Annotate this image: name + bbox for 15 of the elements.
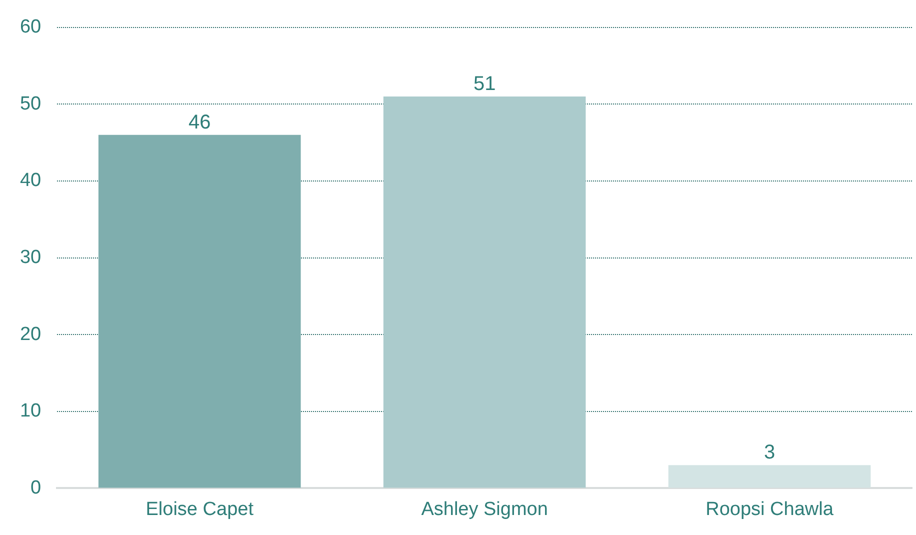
x-tick-label: Roopsi Chawla: [706, 498, 834, 520]
data-label: 51: [473, 73, 496, 96]
x-tick-label: Ashley Sigmon: [421, 498, 548, 520]
data-label: 3: [764, 442, 776, 464]
bar: [98, 134, 301, 488]
y-tick-label: 50: [20, 93, 42, 114]
y-tick-label: 0: [30, 477, 42, 498]
y-tick-label: 60: [20, 16, 42, 38]
x-tick-label: Eloise Capet: [146, 498, 254, 520]
y-tick-label: 30: [20, 247, 42, 268]
data-label: 46: [188, 111, 211, 134]
y-tick-label: 40: [20, 170, 42, 192]
y-tick-label: 10: [20, 400, 42, 422]
bar: [383, 96, 586, 488]
y-tick-label: 20: [20, 324, 42, 345]
